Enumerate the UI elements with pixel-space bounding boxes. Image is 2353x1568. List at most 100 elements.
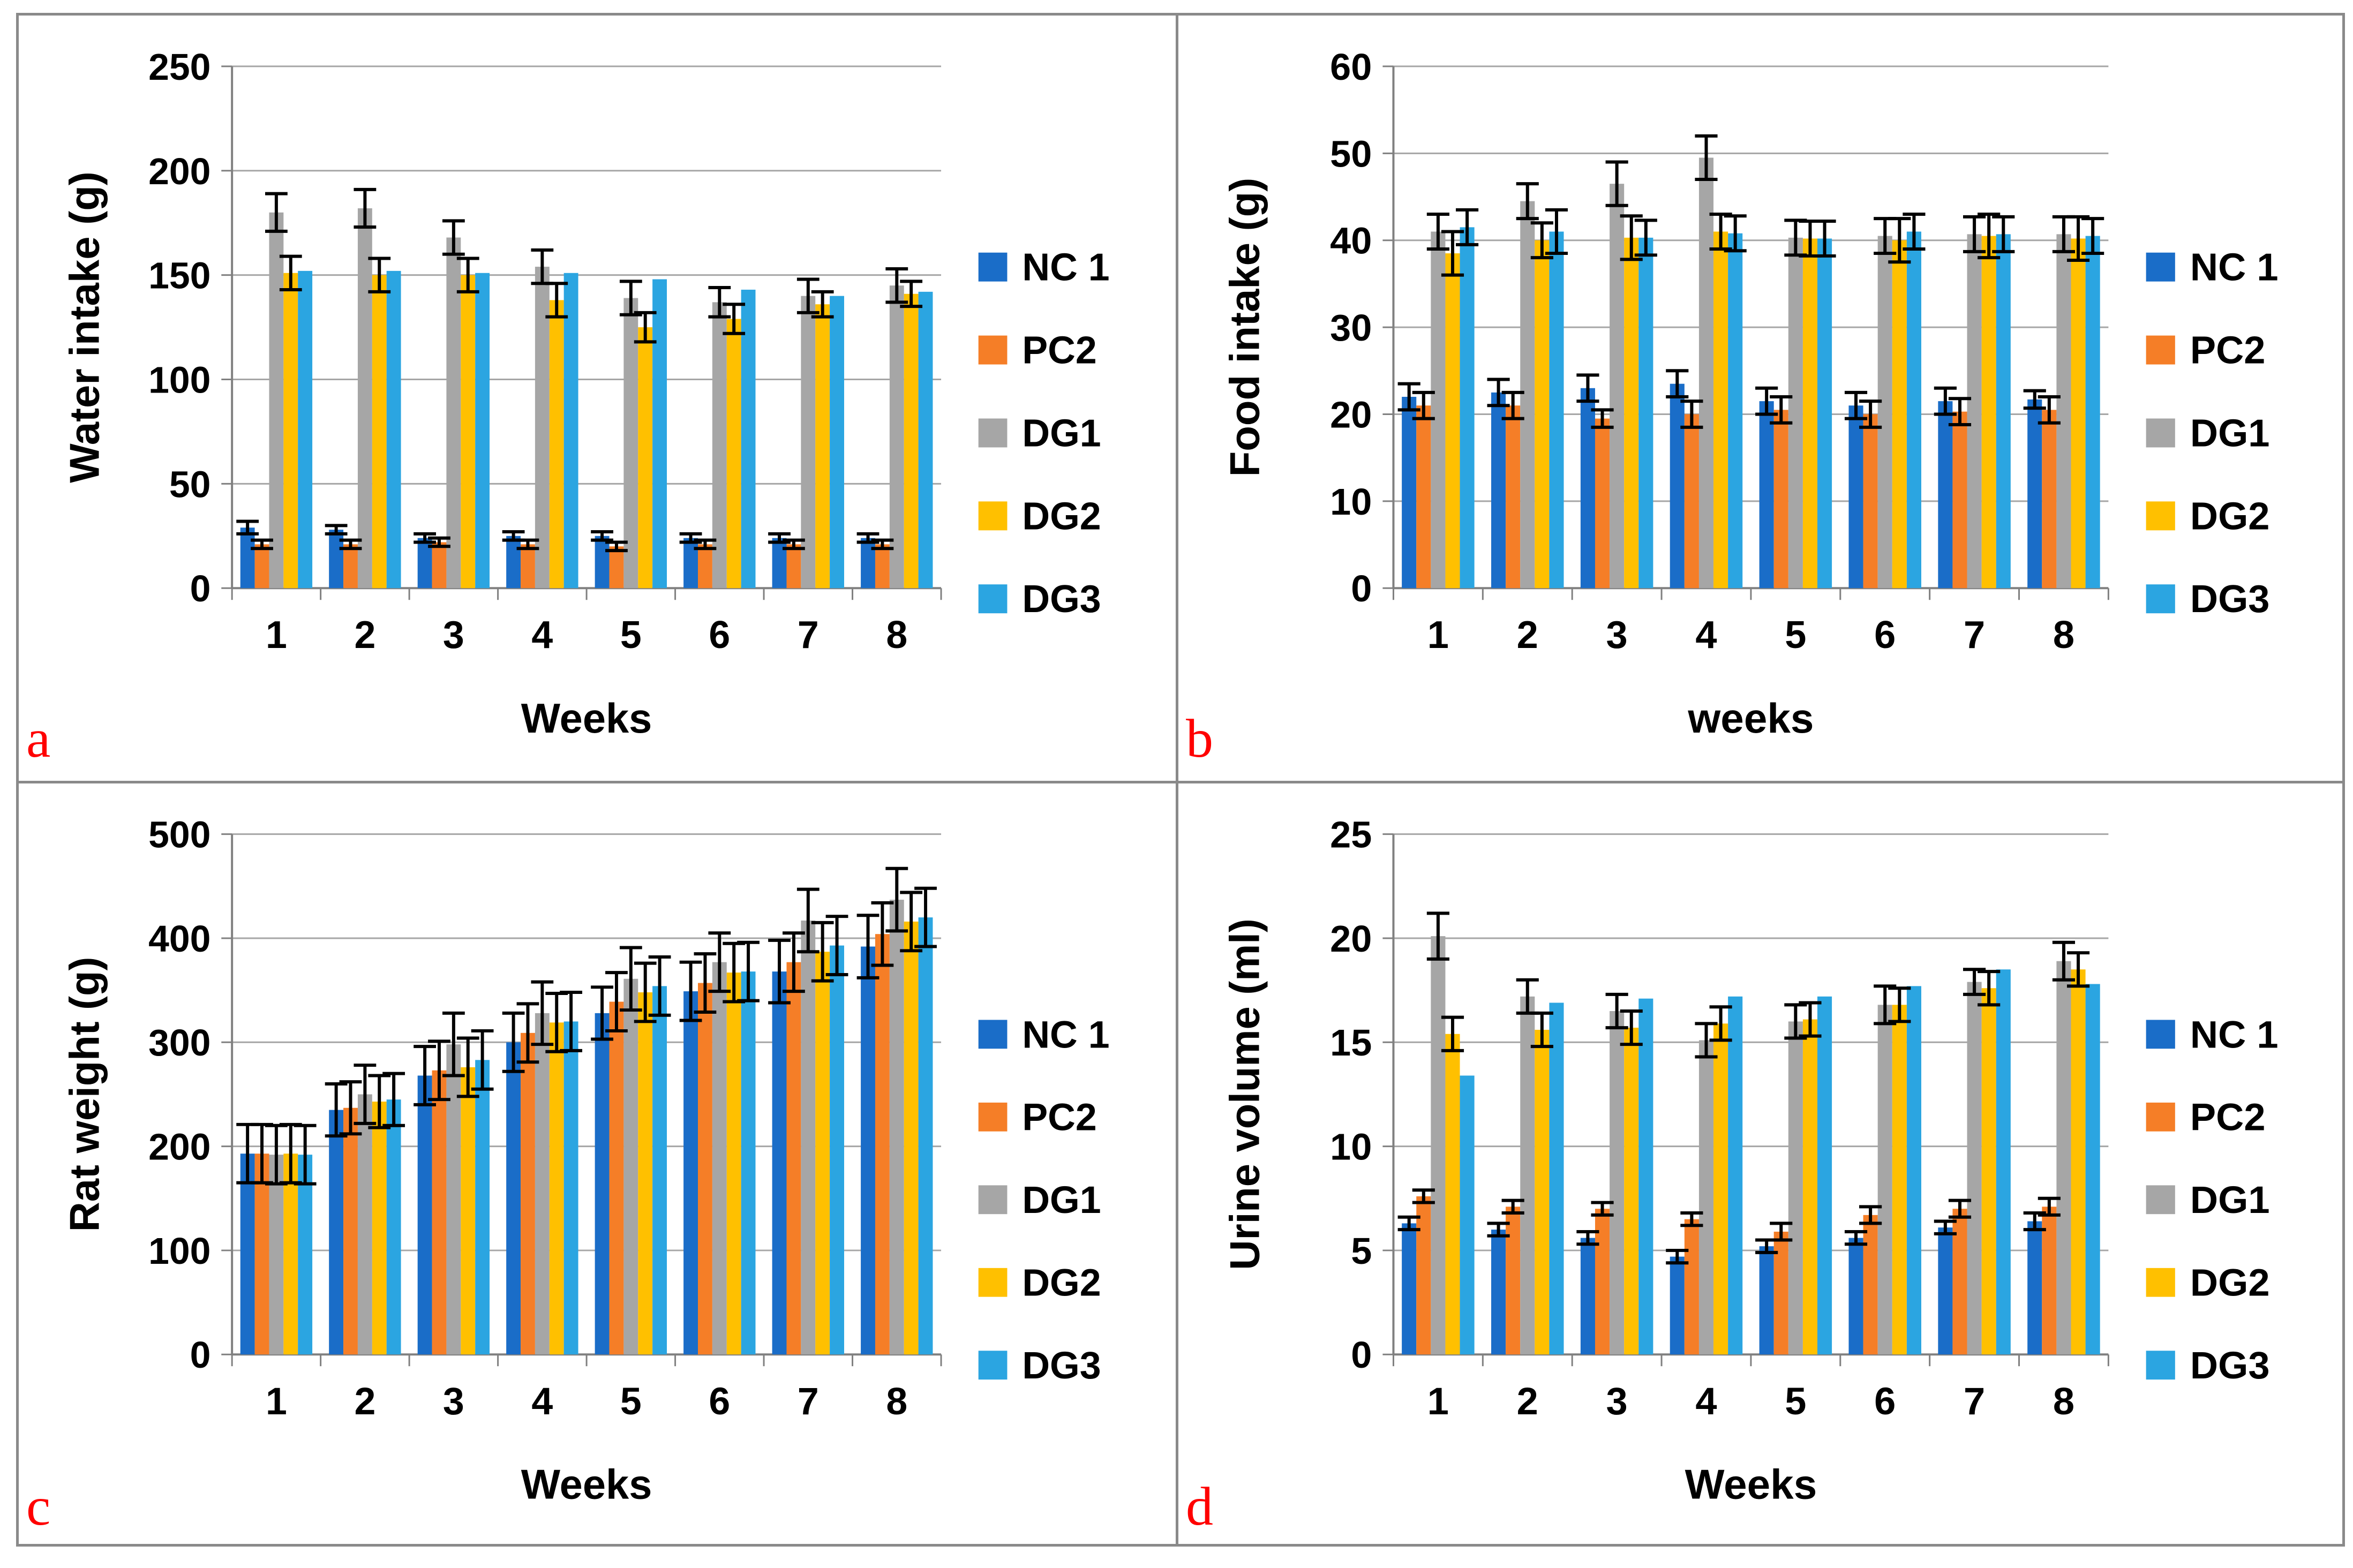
urine-volume-chart: 0 5 10 15 20 25 1 2 3 4 5 6 7 8 Weeks Urine volume (ml)… (1221, 814, 2279, 1508)
legend-label: DG2 (1022, 495, 1101, 538)
bar-DG2-week7 (815, 952, 830, 1355)
legend-label: NC 1 (1022, 1013, 1109, 1056)
bar-DG3-week3 (1638, 237, 1653, 589)
panel-letter-d: d (1186, 1476, 1213, 1537)
bar-PC2-week2 (1506, 1207, 1521, 1355)
bar-PC2-week6 (1863, 1215, 1878, 1355)
panel-letter-a: a (26, 708, 51, 769)
bar-NC1-week8 (2027, 1221, 2042, 1355)
x-tick-label: 4 (1695, 614, 1717, 657)
x-tick-label: 3 (443, 1380, 464, 1423)
bar-DG3-week1 (298, 270, 313, 589)
y-tick-label: 300 (148, 1022, 211, 1064)
bar-DG3-week2 (1549, 231, 1564, 589)
bar-DG2-week5 (638, 327, 653, 589)
x-tick-label: 5 (1785, 614, 1806, 657)
water-intake-chart: 0 50 100 150 200 250 1 2 3 4 5 6 7 8 Weeks Water intake… (62, 46, 1109, 742)
bar-PC2-week5 (1773, 1231, 1788, 1355)
panel-urine-volume: 0 5 10 15 20 25 1 2 3 4 5 6 7 8 Weeks Urine volume (ml)… (1178, 783, 2345, 1547)
bar-PC2-week6 (1863, 414, 1878, 589)
legend-swatch-DG3 (2146, 584, 2175, 614)
bar-DG3-week1 (298, 1155, 313, 1355)
bar-DG1-week3 (1610, 1011, 1625, 1355)
legend-label: NC 1 (2190, 1013, 2279, 1056)
bar-DG1-week8 (2056, 961, 2071, 1355)
figure-border (16, 13, 2345, 1547)
bar-NC1-week4 (506, 536, 521, 589)
bar-PC2-week1 (254, 1154, 269, 1355)
y-tick-label: 10 (1330, 481, 1372, 523)
bar-DG1-week8 (889, 900, 904, 1355)
bar-DG1-week4 (1698, 1040, 1714, 1355)
bar-DG1-week7 (1967, 982, 1982, 1355)
bar-DG2-week4 (1713, 231, 1728, 589)
x-axis-title: Weeks (1685, 1461, 1817, 1508)
bar-PC2-week8 (2042, 1207, 2057, 1355)
legend-swatch-DG2 (2146, 501, 2175, 531)
bar-DG3-week4 (1728, 996, 1743, 1355)
y-tick-label: 150 (148, 255, 211, 297)
bar-PC2-week6 (698, 983, 712, 1355)
bar-DG3-week4 (563, 273, 578, 589)
bar-DG1-week8 (889, 285, 904, 589)
bar-DG1-week4 (535, 1013, 550, 1355)
legend-label: PC2 (1022, 329, 1096, 372)
bar-NC1-week2 (1491, 392, 1506, 589)
bar-DG2-week5 (638, 992, 653, 1355)
bar-PC2-week3 (432, 542, 447, 589)
legend-swatch-PC2 (2146, 335, 2175, 365)
y-axis-title: Rat weight (g) (62, 957, 108, 1232)
x-tick-label: 8 (886, 614, 907, 657)
x-tick-label: 3 (443, 614, 464, 657)
bar-DG1-week5 (1788, 237, 1803, 589)
y-tick-label: 50 (169, 463, 211, 505)
bar-PC2-week5 (609, 546, 624, 589)
bar-DG1-week1 (269, 212, 284, 589)
bar-NC1-week6 (1848, 1238, 1863, 1355)
bar-PC2-week5 (1773, 410, 1788, 589)
bar-DG2-week2 (1535, 240, 1550, 589)
y-tick-label: 10 (1330, 1126, 1372, 1168)
bar-PC2-week1 (1416, 405, 1431, 589)
bar-DG2-week7 (1981, 236, 1996, 589)
bar-NC1-week1 (240, 527, 255, 589)
bar-DG2-week8 (904, 293, 919, 589)
y-tick-label: 5 (1351, 1230, 1372, 1272)
bar-DG3-week5 (652, 279, 667, 589)
bar-DG3-week7 (1996, 234, 2011, 589)
bar-DG2-week6 (726, 973, 741, 1355)
bar-DG1-week6 (712, 302, 727, 589)
panel-food-intake: 0 10 20 30 40 50 60 1 2 3 4 5 6 7 8 weeks Food intake (g… (1178, 16, 2345, 781)
bar-PC2-week5 (609, 1001, 624, 1355)
bar-DG2-week7 (1981, 988, 1996, 1355)
x-tick-label: 5 (620, 1380, 642, 1423)
legend-swatch-PC2 (978, 335, 1008, 365)
bar-DG1-week6 (1877, 1005, 1892, 1355)
bar-NC1-week1 (1402, 397, 1417, 589)
legend-swatch-DG1 (2146, 418, 2175, 448)
bar-NC1-week7 (1938, 401, 1953, 589)
bar-NC1-week6 (683, 991, 698, 1355)
bar-DG1-week7 (801, 296, 816, 589)
legend-swatch-NC1 (978, 252, 1008, 282)
x-axis-title: Weeks (521, 1461, 652, 1507)
bar-DG1-week2 (1520, 996, 1535, 1355)
legend-swatch-DG1 (2146, 1185, 2175, 1215)
bar-PC2-week8 (2042, 410, 2057, 589)
panel-rat-weight: 0 100 200 300 400 500 1 2 3 4 5 6 7 8 Weeks Rat weight … (19, 783, 1176, 1547)
bar-DG1-week5 (623, 298, 638, 589)
y-tick-label: 50 (1330, 133, 1372, 175)
y-tick-label: 0 (1351, 568, 1372, 609)
x-tick-label: 5 (620, 614, 642, 657)
bar-DG1-week3 (1610, 184, 1625, 589)
y-axis-title: Food intake (g) (1221, 178, 1268, 477)
bar-DG1-week6 (1877, 236, 1892, 589)
bar-NC1-week4 (506, 1042, 521, 1355)
bar-PC2-week4 (521, 544, 535, 589)
bar-DG3-week5 (652, 986, 667, 1355)
x-axis-title: weeks (1687, 695, 1814, 742)
bar-DG2-week6 (726, 319, 741, 589)
x-tick-label: 1 (1427, 614, 1449, 657)
bar-DG3-week1 (1460, 1075, 1475, 1355)
bar-NC1-week2 (329, 1110, 344, 1355)
